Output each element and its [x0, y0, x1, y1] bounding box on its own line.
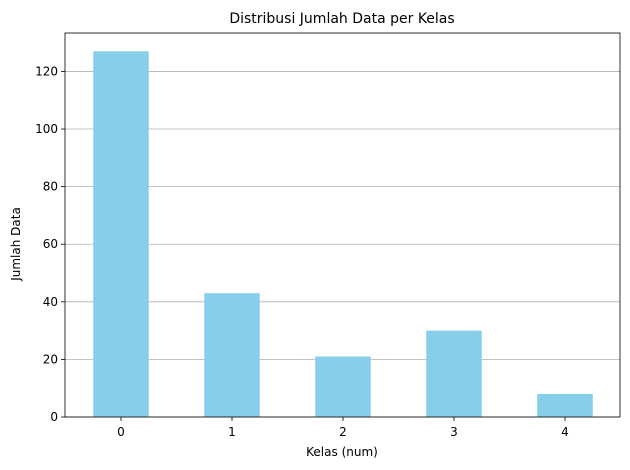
y-tick-label: 80 — [43, 180, 58, 194]
bar-1 — [204, 293, 260, 417]
tick-labels: 0 20 40 60 80 100 120 0 1 2 3 4 — [35, 64, 569, 439]
bar-2 — [315, 356, 371, 417]
y-tick-label: 60 — [43, 237, 58, 251]
bar-3 — [426, 330, 482, 417]
gridlines — [65, 71, 620, 418]
plot-frame — [64, 32, 621, 418]
x-axis-label: Kelas (num) — [306, 445, 378, 459]
y-tick-label: 20 — [43, 352, 58, 366]
y-tick-label: 40 — [43, 295, 58, 309]
y-axis-label: Jumlah Data — [9, 207, 23, 282]
x-tick-label: 0 — [117, 425, 125, 439]
chart-title: Distribusi Jumlah Data per Kelas — [229, 11, 454, 27]
y-tick-label: 100 — [35, 122, 58, 136]
y-tick-label: 0 — [50, 410, 58, 424]
bars — [93, 51, 593, 418]
bar-4 — [537, 393, 593, 417]
y-tick-label: 120 — [35, 64, 58, 78]
x-tick-label: 4 — [561, 425, 569, 439]
x-tick-label: 1 — [228, 425, 236, 439]
x-tick-label: 2 — [339, 425, 347, 439]
x-tick-label: 3 — [450, 425, 458, 439]
bar-0 — [93, 51, 149, 418]
axes — [61, 32, 621, 421]
